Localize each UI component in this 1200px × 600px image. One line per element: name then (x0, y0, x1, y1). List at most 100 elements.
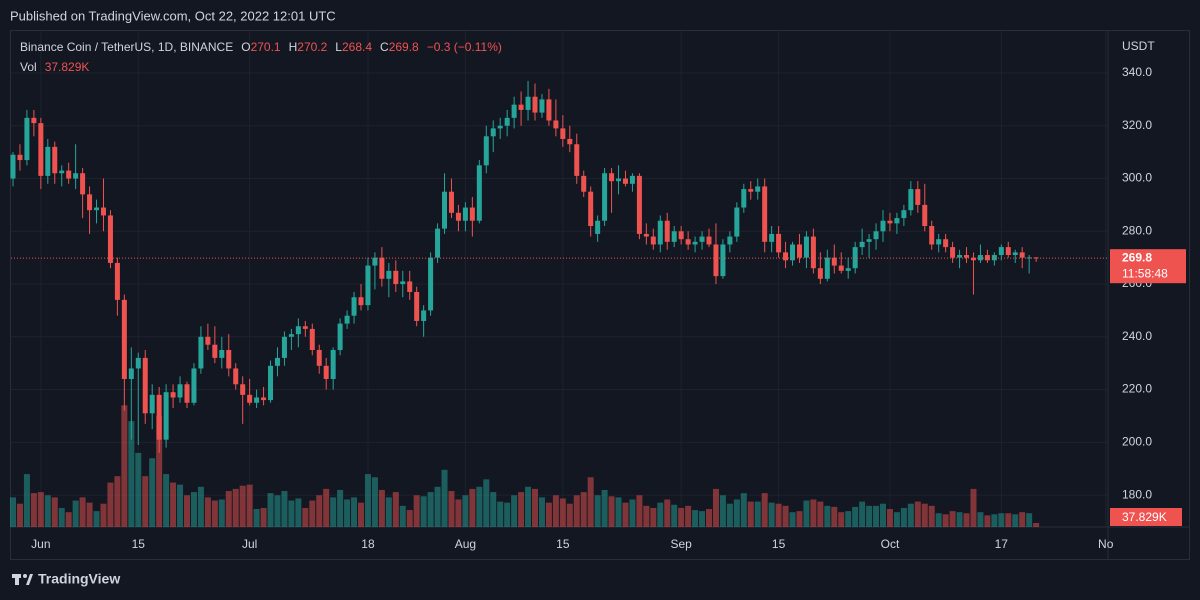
candle-body (316, 349, 322, 366)
volume-bar (789, 512, 796, 527)
volume-bar (726, 503, 733, 527)
candle-body (518, 104, 524, 110)
volume-bar (58, 507, 65, 527)
candle-body (163, 392, 169, 440)
volume-bar (852, 506, 859, 527)
y-tick-label: 320.0 (1122, 118, 1152, 132)
candle-body (337, 323, 343, 350)
candle-body (288, 334, 294, 337)
volume-bar (344, 499, 351, 527)
candle-body (45, 146, 51, 176)
candle-body (87, 194, 93, 211)
volume-bar (10, 497, 16, 527)
candle-body (379, 257, 385, 279)
volume-bar (232, 488, 239, 527)
candle-body (574, 144, 580, 176)
candle-body (393, 270, 399, 285)
volume-bar (490, 492, 497, 527)
candle-body (755, 186, 761, 192)
candle-body (281, 336, 287, 358)
candle-body (497, 125, 503, 129)
candle-body (38, 123, 44, 176)
candle-body (692, 241, 698, 245)
candle-body (887, 220, 893, 224)
volume-bar (462, 495, 469, 527)
candle-body (817, 268, 823, 279)
volume-bar (907, 503, 914, 527)
candle-body (915, 189, 921, 205)
volume-bar (699, 511, 706, 527)
candle-body (790, 244, 796, 261)
y-tick-label: 300.0 (1122, 171, 1152, 185)
volume-bar (184, 495, 190, 527)
candle-body (894, 218, 900, 224)
volume-bar (16, 503, 23, 527)
x-tick-label: 17 (995, 537, 1009, 551)
candle-body (170, 392, 176, 398)
volume-bar (441, 469, 448, 527)
y-tick-label: 200.0 (1122, 434, 1152, 448)
candle-body (852, 247, 858, 269)
candle-body (643, 233, 649, 237)
candle-body (741, 189, 747, 208)
candle-body (114, 262, 120, 300)
volume-label: 37.829K (1122, 510, 1167, 524)
candle-body (873, 231, 879, 240)
volume-bar (594, 495, 601, 527)
y-tick-label: 280.0 (1122, 223, 1152, 237)
volume-bar (406, 510, 413, 527)
volume-bar (775, 503, 782, 527)
high-label: H (289, 40, 298, 54)
volume-bar (149, 458, 156, 527)
volume-bar (100, 503, 107, 527)
candle-body (268, 365, 274, 401)
candle-body (205, 336, 211, 345)
volume-bar (552, 495, 559, 527)
countdown: 11:58:48 (1122, 266, 1168, 280)
candle-body (650, 236, 656, 245)
x-tick-label: Jun (31, 537, 50, 551)
x-tick-label: 18 (361, 537, 375, 551)
volume-bar (114, 476, 121, 527)
volume-bar (128, 421, 135, 527)
volume-bar (142, 476, 149, 527)
candle-body (59, 170, 65, 174)
candle-body (629, 175, 635, 184)
volume-bar (1019, 512, 1026, 527)
candle-body (414, 291, 420, 321)
axes: 180.0200.0220.0240.0260.0280.0300.0320.0… (11, 65, 1186, 551)
candle-body (128, 368, 134, 380)
volume-bar (121, 405, 128, 527)
volume-bar (309, 500, 316, 527)
volume-bar (385, 497, 392, 527)
candle-body (602, 173, 608, 221)
brand: TradingView (38, 571, 120, 587)
volume-bar (664, 499, 671, 527)
volume-bar (392, 492, 399, 527)
candle-body (880, 220, 886, 232)
candle-body (156, 394, 162, 440)
low-label: L (335, 40, 342, 54)
volume-bar (657, 502, 664, 527)
candle-body (351, 297, 357, 316)
candle-body (685, 239, 691, 245)
candle-body (803, 236, 809, 258)
volume-bar (873, 505, 880, 527)
candle-body (622, 178, 628, 184)
candle-body (539, 99, 545, 113)
volume-bar (893, 512, 900, 527)
volume-bar (733, 499, 740, 527)
published-note: Published on TradingView.com, Oct 22, 20… (10, 8, 336, 23)
candle-body (94, 207, 100, 211)
candle-body (929, 226, 935, 245)
candle-body (469, 207, 475, 221)
volume-bar (197, 486, 204, 527)
candle-body (699, 236, 705, 242)
candle-body (560, 128, 566, 139)
candle-body (240, 384, 246, 395)
candle-body (24, 117, 30, 161)
volume-bar (37, 492, 44, 527)
candle-body (511, 104, 517, 118)
candle-body (149, 394, 155, 414)
